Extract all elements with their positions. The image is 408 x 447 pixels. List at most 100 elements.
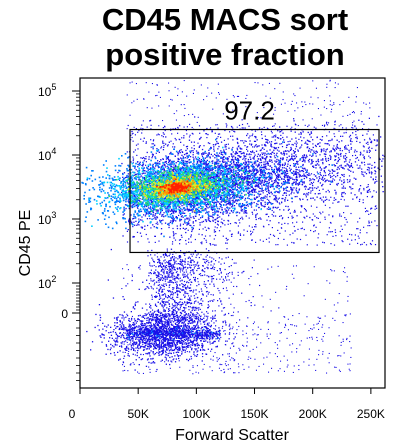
event-dot (197, 198, 199, 200)
event-dot (181, 151, 183, 153)
event-dot (251, 191, 253, 194)
event-dot (242, 167, 244, 169)
event-dot (203, 195, 205, 197)
event-dot (165, 170, 167, 172)
event-dot (143, 206, 146, 208)
event-dot (191, 126, 193, 129)
event-dot (317, 158, 319, 161)
event-dot (285, 150, 287, 152)
event-dot (164, 166, 166, 168)
event-dot (294, 172, 296, 175)
event-dot (291, 201, 293, 203)
event-dot (304, 209, 307, 211)
event-dot (127, 175, 129, 177)
event-dot (271, 151, 273, 153)
event-dot (370, 207, 372, 209)
event-dot (133, 204, 135, 206)
event-dot (179, 139, 181, 141)
event-dot (151, 178, 153, 180)
event-dot (255, 172, 257, 175)
event-dot (235, 151, 237, 153)
event-dot (162, 149, 165, 151)
event-dot (336, 174, 339, 177)
event-dot (243, 153, 245, 155)
event-dot (201, 243, 203, 245)
event-dot (372, 134, 374, 136)
event-dot (326, 124, 329, 126)
event-dot (251, 226, 253, 228)
event-dot (346, 163, 348, 165)
event-dot (339, 177, 341, 179)
event-dot (251, 211, 253, 213)
event-dot (177, 173, 180, 175)
event-dot (226, 158, 228, 160)
event-dot (260, 197, 263, 199)
event-dot (374, 208, 376, 210)
event-dot (213, 206, 215, 208)
event-dot (238, 151, 240, 153)
event-dot (315, 155, 317, 157)
event-dot (281, 143, 283, 145)
event-dot (174, 127, 177, 130)
event-dot (241, 179, 243, 181)
event-dot (144, 158, 146, 160)
event-dot (161, 146, 163, 148)
event-dot (171, 163, 173, 165)
event-dot (280, 152, 282, 154)
event-dot (201, 241, 203, 243)
event-dot (222, 212, 224, 214)
event-dot (257, 186, 259, 188)
event-dot (283, 238, 285, 240)
event-dot (322, 179, 324, 181)
event-dot (201, 221, 203, 223)
event-dot (263, 148, 265, 150)
event-dot (218, 187, 220, 189)
event-dot (206, 156, 208, 158)
event-dot (351, 239, 353, 241)
event-dot (269, 176, 271, 178)
event-dot (175, 207, 177, 210)
event-dot (203, 186, 205, 189)
event-dot (284, 172, 287, 174)
event-dot (147, 205, 150, 207)
event-dot (211, 130, 213, 132)
event-dot (235, 182, 237, 185)
event-dot (318, 176, 320, 178)
event-dot (285, 194, 288, 197)
event-dot (357, 129, 359, 131)
event-dot (219, 198, 222, 200)
event-dot (253, 174, 256, 176)
event-dot (186, 208, 189, 210)
event-dot (263, 196, 265, 198)
event-dot (329, 180, 331, 182)
event-dot (274, 173, 276, 175)
event-dot (231, 148, 233, 150)
event-dot (333, 244, 336, 246)
event-dot (362, 199, 364, 201)
event-dot (348, 149, 350, 151)
event-dot (373, 167, 376, 169)
event-dot (347, 205, 349, 207)
event-dot (257, 179, 259, 181)
event-dot (350, 188, 352, 190)
event-dot (159, 161, 161, 163)
event-dot (286, 175, 288, 177)
event-dot (229, 230, 231, 232)
event-dot (208, 149, 210, 151)
event-dot (219, 170, 222, 172)
event-dot (284, 163, 286, 165)
event-dot (131, 188, 134, 190)
event-dot (228, 220, 230, 222)
event-dot (294, 142, 296, 144)
event-dot (291, 188, 293, 191)
event-dot (337, 166, 339, 168)
event-dot (348, 161, 350, 163)
event-dot (201, 209, 203, 212)
event-dot (264, 143, 266, 146)
event-dot (215, 174, 217, 176)
event-dot (324, 216, 326, 218)
event-dot (284, 180, 286, 182)
event-dot (219, 216, 221, 218)
event-dot (320, 150, 323, 152)
event-dot (234, 194, 236, 196)
